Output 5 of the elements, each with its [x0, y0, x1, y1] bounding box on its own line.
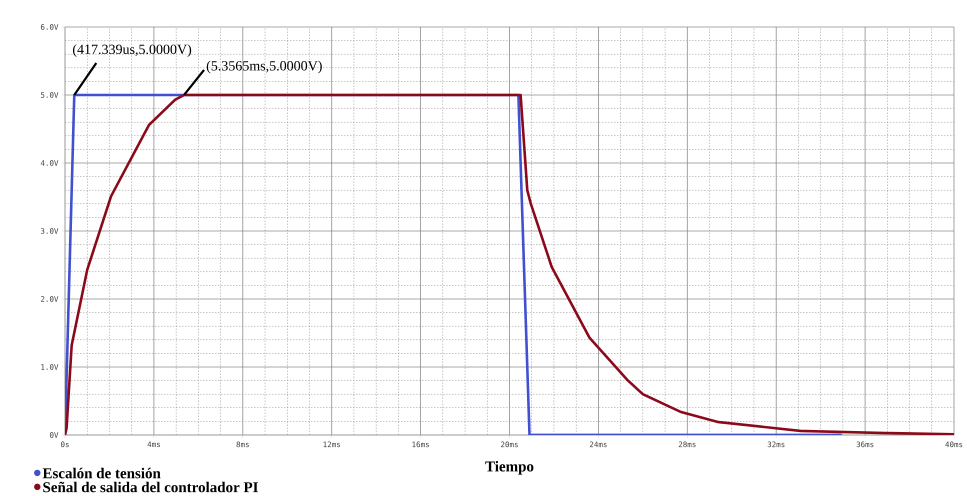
legend-label: Señal de salida del controlador PI — [43, 482, 258, 492]
annotation: (5.3565ms,5.0000V) — [206, 60, 322, 74]
x-axis-title: Tiempo — [485, 461, 534, 475]
legend-label: Escalón de tensión — [42, 468, 161, 479]
annotation: (417.339us,5.0000V) — [72, 44, 192, 58]
